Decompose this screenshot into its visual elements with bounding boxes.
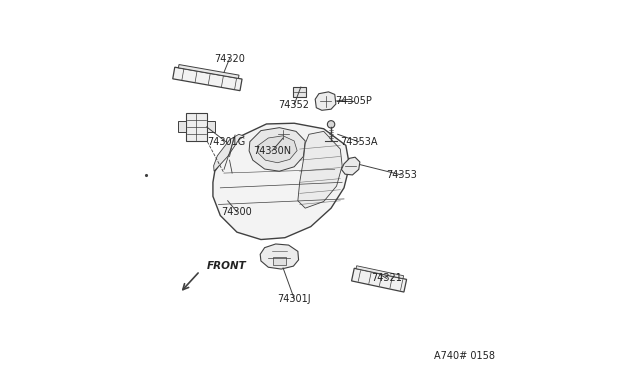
Bar — [356, 266, 404, 279]
Bar — [173, 67, 242, 91]
Polygon shape — [298, 131, 342, 208]
Polygon shape — [249, 128, 305, 171]
Text: 74352: 74352 — [278, 100, 310, 110]
Text: 74301J: 74301J — [277, 294, 311, 304]
Polygon shape — [257, 136, 297, 163]
Text: 74300: 74300 — [221, 207, 252, 217]
Bar — [276, 128, 290, 140]
Bar — [178, 121, 186, 132]
Text: 74301G: 74301G — [207, 137, 245, 147]
Text: 74305P: 74305P — [335, 96, 372, 106]
Circle shape — [328, 121, 335, 128]
Polygon shape — [260, 244, 299, 269]
Bar — [207, 121, 215, 132]
Bar — [179, 65, 239, 78]
Polygon shape — [214, 134, 244, 171]
Polygon shape — [213, 123, 349, 240]
Bar — [293, 87, 307, 97]
Text: 74321: 74321 — [371, 273, 402, 283]
Text: 74330N: 74330N — [253, 146, 291, 156]
Text: 74353A: 74353A — [340, 137, 378, 147]
Polygon shape — [341, 157, 360, 175]
Text: FRONT: FRONT — [207, 262, 246, 272]
Text: 74320: 74320 — [214, 54, 245, 64]
Text: A740# 0158: A740# 0158 — [435, 352, 495, 361]
Polygon shape — [316, 92, 336, 110]
Bar — [273, 257, 286, 264]
Bar — [186, 113, 207, 141]
Bar — [351, 268, 406, 292]
Text: 74353: 74353 — [386, 170, 417, 180]
